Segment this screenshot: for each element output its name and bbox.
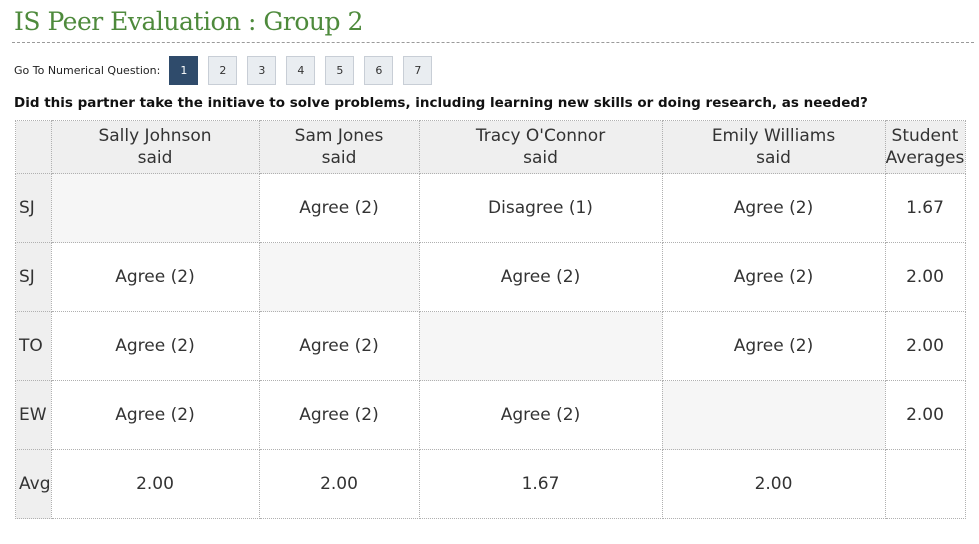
column-header-name: Emily Williams (711, 126, 836, 146)
column-header: Sam Jones said (258, 120, 420, 174)
table-cell: 2.00 (258, 449, 420, 519)
table-cell: 2.00 (50, 449, 260, 519)
table-cell (661, 380, 886, 450)
row-label: SJ (15, 173, 52, 243)
table-cell: 2.00 (884, 242, 966, 312)
table-cell: Agree (2) (50, 380, 260, 450)
table-cell (258, 242, 420, 312)
column-header-sub: said (756, 148, 791, 168)
row-label: Avg (15, 449, 52, 519)
table-row: SJ Agree (2) Disagree (1) Agree (2) 1.67 (15, 173, 966, 243)
table-cell: Agree (2) (418, 380, 663, 450)
table-cell: Agree (2) (258, 173, 420, 243)
page-title: IS Peer Evaluation : Group 2 (14, 7, 363, 36)
question-button-2[interactable]: 2 (208, 55, 238, 85)
table-cell: 2.00 (661, 449, 886, 519)
table-row: SJ Agree (2) Agree (2) Agree (2) 2.00 (15, 242, 966, 312)
table-cell: Agree (2) (258, 380, 420, 450)
column-header-sub: Averages (885, 148, 965, 168)
row-label: EW (15, 380, 52, 450)
table-cell: Agree (2) (661, 242, 886, 312)
column-header-name: Sam Jones (294, 126, 384, 146)
question-text: Did this partner take the initiave to so… (14, 95, 868, 111)
title-divider (12, 42, 974, 43)
column-header: Tracy O'Connor said (418, 120, 663, 174)
evaluation-table: Sally Johnson said Sam Jones said Tracy O'… (15, 120, 966, 519)
question-button-4[interactable]: 4 (286, 55, 316, 85)
question-button-3[interactable]: 3 (247, 55, 277, 85)
table-cell: Agree (2) (661, 173, 886, 243)
table-row: TO Agree (2) Agree (2) Agree (2) 2.00 (15, 311, 966, 381)
table-row-average: Avg 2.00 2.00 1.67 2.00 (15, 449, 966, 519)
table-cell: Agree (2) (50, 311, 260, 381)
table-cell: Agree (2) (258, 311, 420, 381)
question-navigation: Go To Numerical Question: 1 2 3 4 5 6 7 (14, 55, 442, 85)
table-cell: Agree (2) (50, 242, 260, 312)
column-header-name: Sally Johnson (98, 126, 212, 146)
table-cell: Agree (2) (661, 311, 886, 381)
question-button-5[interactable]: 5 (325, 55, 355, 85)
table-cell: 1.67 (884, 173, 966, 243)
question-button-6[interactable]: 6 (364, 55, 394, 85)
row-label: TO (15, 311, 52, 381)
table-row: EW Agree (2) Agree (2) Agree (2) 2.00 (15, 380, 966, 450)
table-cell (418, 311, 663, 381)
column-header: Emily Williams said (661, 120, 886, 174)
column-header-sub: said (523, 148, 558, 168)
column-header: Sally Johnson said (50, 120, 260, 174)
goto-label: Go To Numerical Question: (14, 63, 161, 77)
table-cell (50, 173, 260, 243)
column-header: Student Averages (884, 120, 966, 174)
table-cell: 2.00 (884, 380, 966, 450)
table-cell: 1.67 (418, 449, 663, 519)
column-header-name: Tracy O'Connor (475, 126, 606, 146)
column-header-sub: said (137, 148, 173, 168)
column-header-sub: said (321, 148, 357, 168)
table-corner-cell (15, 120, 52, 174)
table-cell (884, 449, 966, 519)
question-button-7[interactable]: 7 (403, 55, 433, 85)
row-label: SJ (15, 242, 52, 312)
table-header-row: Sally Johnson said Sam Jones said Tracy O'… (15, 120, 966, 174)
table-cell: 2.00 (884, 311, 966, 381)
table-cell: Disagree (1) (418, 173, 663, 243)
table-cell: Agree (2) (418, 242, 663, 312)
question-button-1[interactable]: 1 (169, 55, 199, 85)
column-header-name: Student (891, 126, 959, 146)
